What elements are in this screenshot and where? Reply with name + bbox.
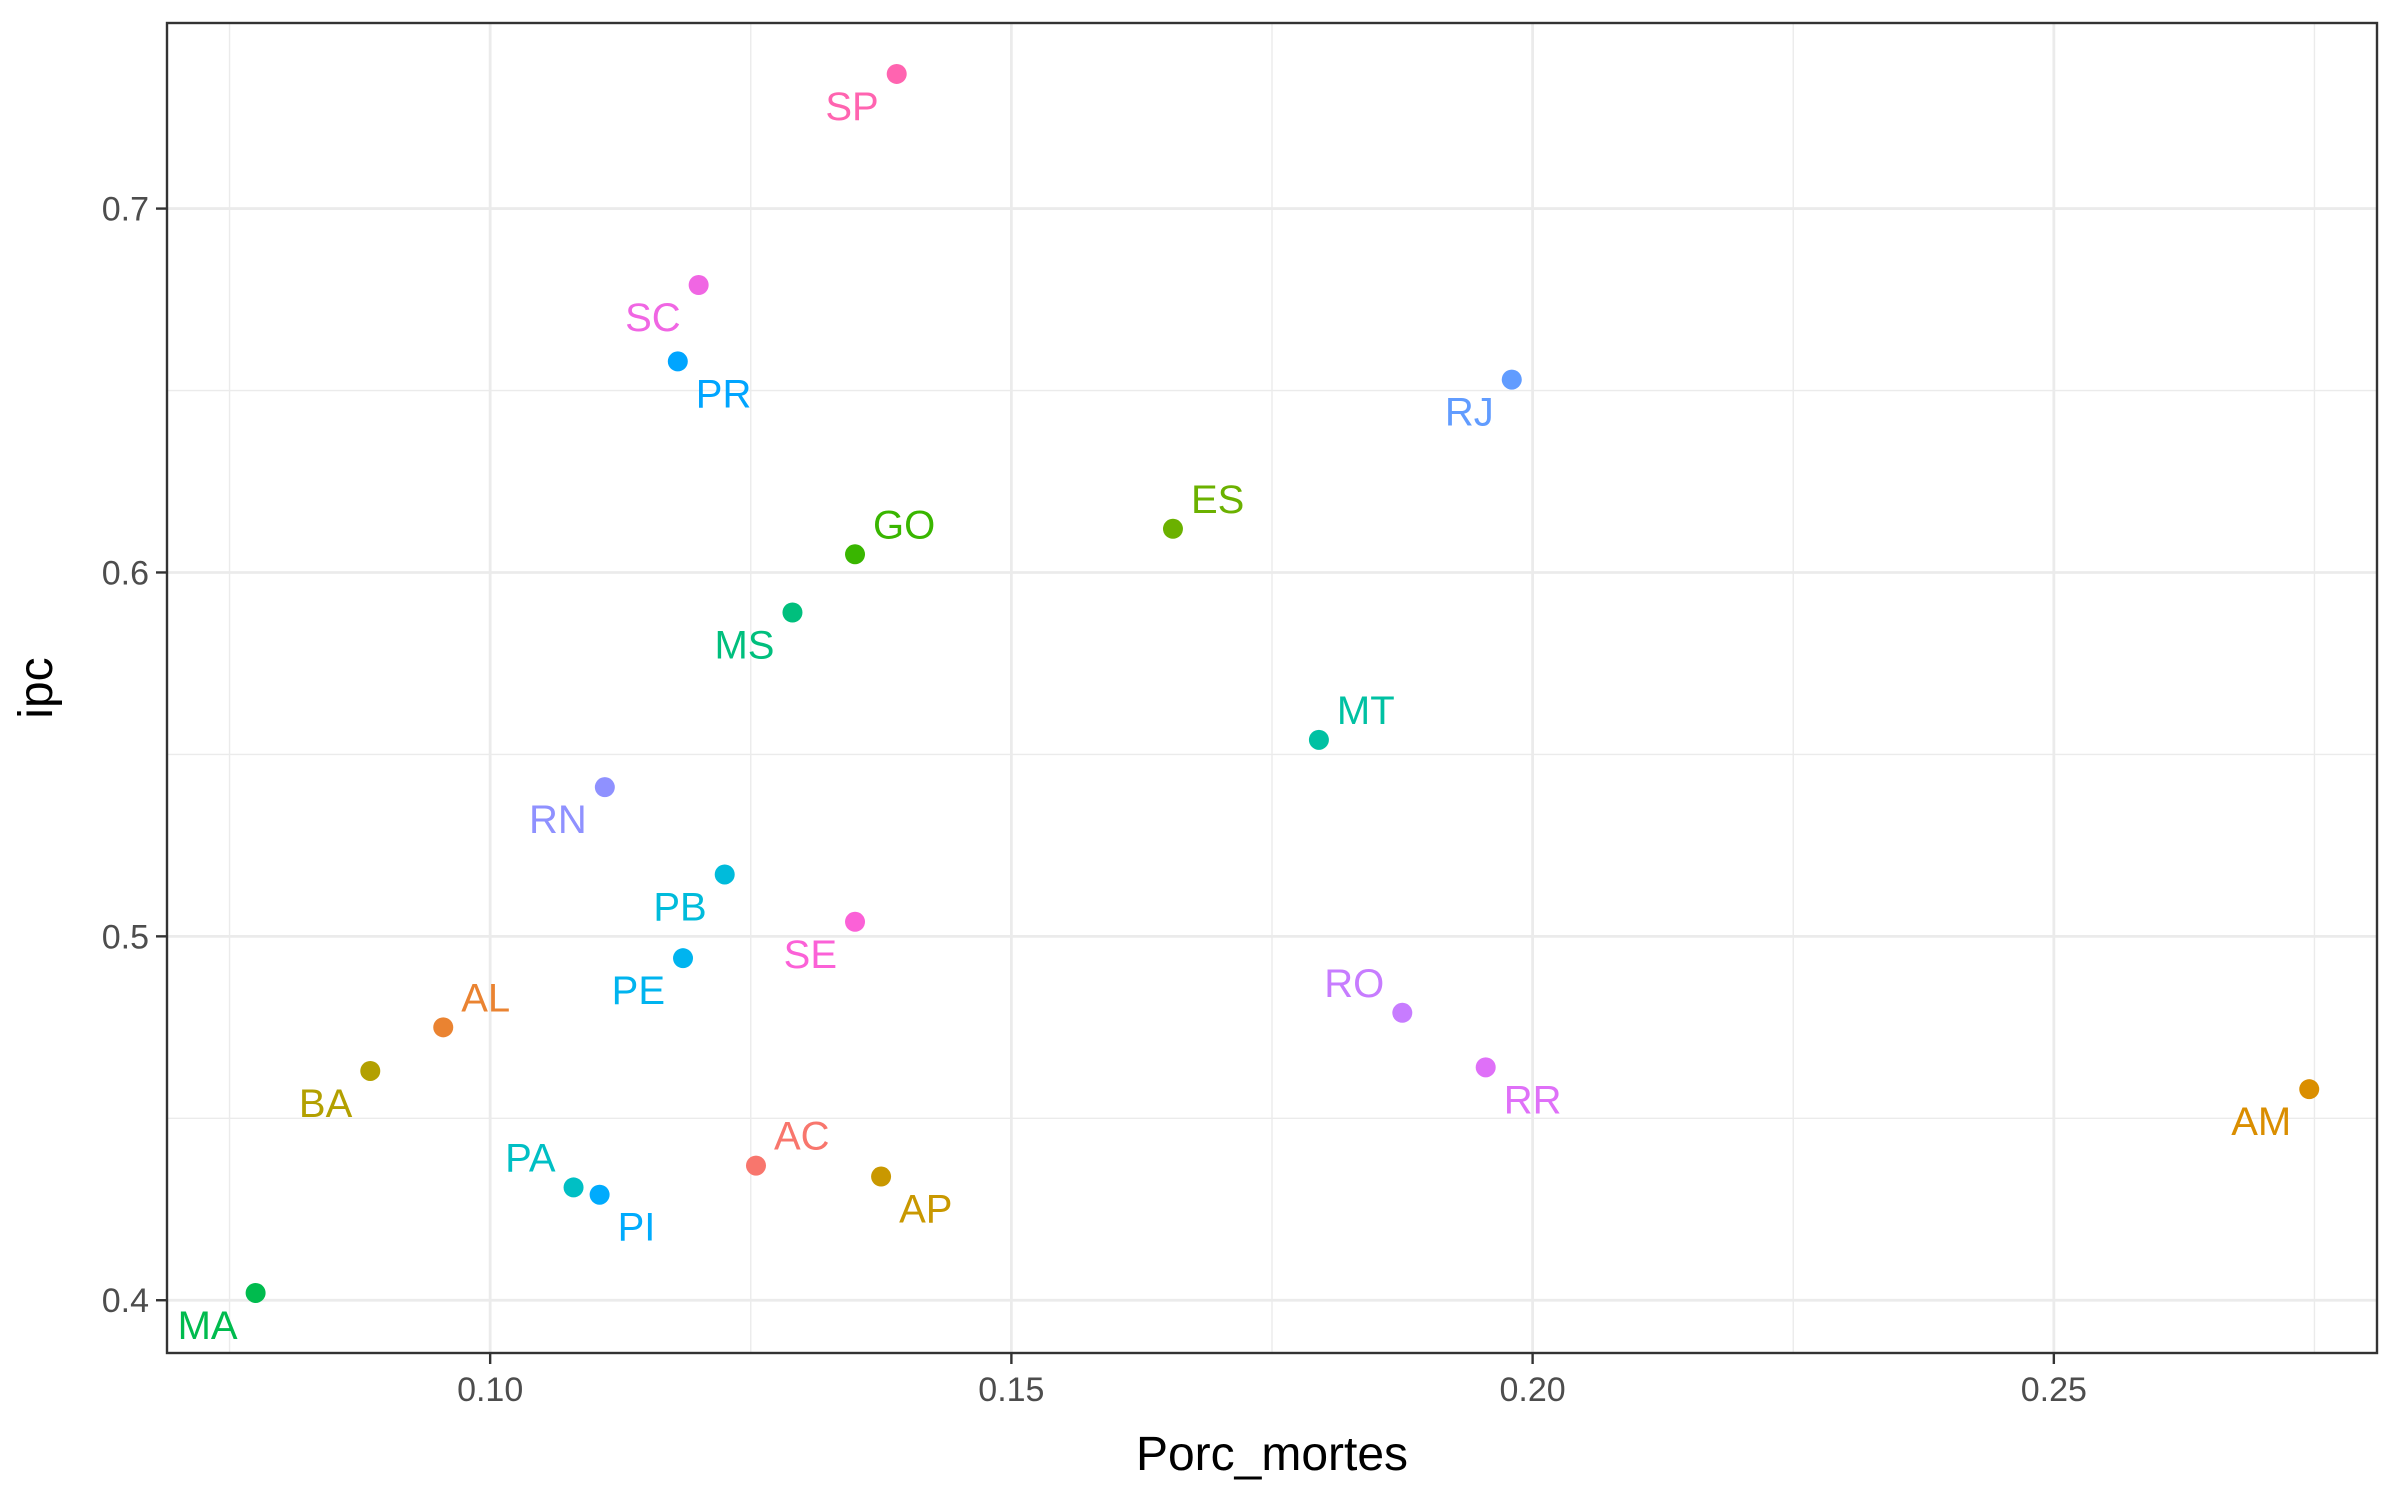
data-point-ba	[360, 1060, 381, 1081]
point-label-sp: SP	[825, 85, 878, 129]
data-point-rj	[1501, 369, 1522, 390]
major-gridlines	[167, 23, 2377, 1353]
data-point-go	[845, 544, 866, 565]
data-points	[245, 63, 2320, 1303]
x-tick-label: 0.10	[457, 1371, 523, 1409]
point-labels: AC AL AM AP BA ES GO MA MS MT PA PB PE PI PR RJ RN RO RR SC…	[178, 85, 2292, 1348]
data-point-ms	[782, 602, 803, 623]
data-point-pe	[673, 948, 694, 969]
point-label-pb: PB	[653, 885, 706, 929]
data-point-mt	[1308, 729, 1329, 750]
point-label-pi: PI	[618, 1206, 656, 1250]
x-tick-label: 0.20	[1500, 1371, 1566, 1409]
data-point-pi	[589, 1184, 610, 1205]
point-label-ma: MA	[178, 1304, 238, 1348]
x-tick-label: 0.25	[2021, 1371, 2087, 1409]
point-label-ro: RO	[1324, 962, 1384, 1006]
point-label-ac: AC	[774, 1115, 830, 1159]
data-point-pb	[714, 864, 735, 885]
data-point-ro	[1392, 1002, 1413, 1023]
x-tick-label: 0.15	[978, 1371, 1044, 1409]
data-point-ma	[245, 1282, 266, 1303]
axis-ticks	[156, 207, 2056, 1364]
data-point-pa	[563, 1177, 584, 1198]
point-label-ms: MS	[714, 623, 774, 667]
data-point-ap	[871, 1166, 892, 1187]
point-label-rr: RR	[1504, 1078, 1562, 1122]
point-label-rj: RJ	[1445, 391, 1494, 435]
data-point-am	[2299, 1079, 2320, 1100]
point-label-am: AM	[2231, 1100, 2291, 1144]
data-point-rr	[1475, 1057, 1496, 1078]
data-point-sp	[886, 63, 907, 84]
point-label-pe: PE	[612, 969, 665, 1013]
point-label-al: AL	[461, 976, 510, 1020]
point-label-ba: BA	[299, 1082, 353, 1126]
point-label-ap: AP	[899, 1188, 952, 1232]
data-point-se	[845, 911, 866, 932]
y-tick-label: 0.5	[102, 918, 149, 956]
x-axis-title: Porc_mortes	[1136, 1428, 1408, 1481]
data-point-pr	[667, 351, 688, 372]
point-label-es: ES	[1191, 478, 1244, 522]
point-label-pa: PA	[505, 1136, 556, 1180]
y-axis-title: ipc	[10, 657, 63, 718]
minor-gridlines	[167, 23, 2377, 1353]
data-point-ac	[745, 1155, 766, 1176]
x-tick-labels: 0.10 0.15 0.20 0.25	[457, 1371, 2087, 1409]
point-label-go: GO	[873, 503, 935, 547]
point-label-se: SE	[784, 933, 837, 977]
data-point-sc	[688, 274, 709, 295]
y-tick-label: 0.7	[102, 191, 149, 229]
y-tick-labels: 0.4 0.5 0.6 0.7	[102, 191, 149, 1321]
panel-border	[165, 21, 2379, 1355]
data-point-rn	[594, 777, 615, 798]
point-label-sc: SC	[625, 296, 681, 340]
data-point-es	[1162, 518, 1183, 539]
data-point-al	[433, 1017, 454, 1038]
y-tick-label: 0.6	[102, 554, 149, 592]
point-label-pr: PR	[696, 372, 752, 416]
y-tick-label: 0.4	[102, 1282, 149, 1320]
point-label-mt: MT	[1337, 689, 1395, 733]
point-label-rn: RN	[529, 798, 587, 842]
